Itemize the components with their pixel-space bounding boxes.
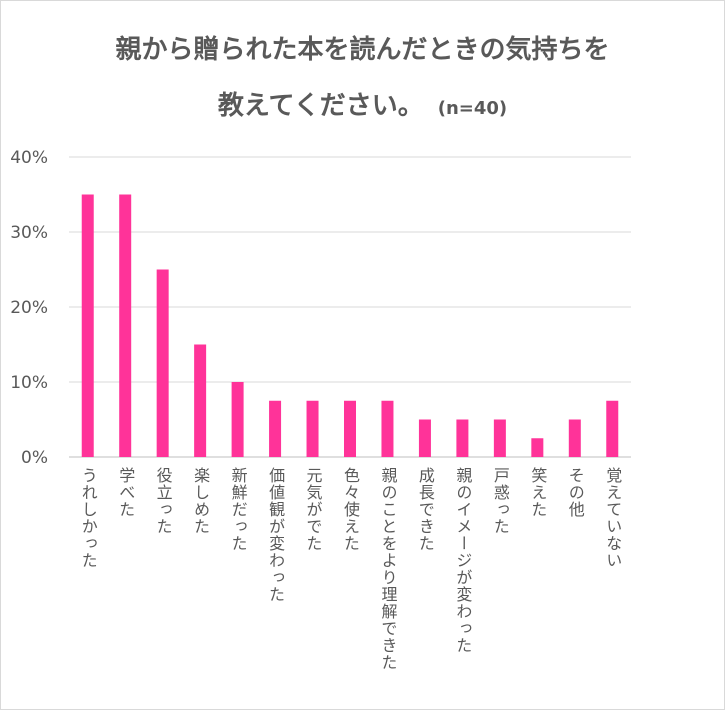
bar	[531, 438, 544, 457]
bar	[269, 400, 282, 457]
x-tick-label: 学べた	[116, 467, 136, 518]
x-tick-label: 元気がでた	[303, 467, 323, 552]
bar	[81, 194, 94, 457]
x-tick-label: 新鮮だった	[228, 467, 248, 552]
bar	[456, 419, 469, 457]
bar	[306, 400, 319, 457]
bar	[418, 419, 431, 457]
y-tick-label: 10%	[10, 373, 48, 393]
x-tick-label: 成長できた	[415, 467, 435, 552]
bar	[493, 419, 506, 457]
y-tick-label: 0%	[21, 448, 48, 468]
bar	[231, 382, 244, 457]
bar	[381, 400, 394, 457]
bar	[344, 400, 356, 457]
y-tick-label: 20%	[10, 298, 48, 318]
bar	[156, 269, 169, 457]
chart-title-line2: 教えてください。 (n=40)	[1, 85, 724, 122]
y-tick-label: 40%	[10, 148, 48, 168]
sample-size: (n=40)	[437, 98, 508, 119]
x-tick-label: 覚えていない	[603, 467, 623, 569]
chart-title-line1: 親から贈られた本を読んだときの気持ちを	[115, 35, 610, 65]
x-tick-label: 価値観が変わった	[266, 467, 286, 603]
x-tick-label: 戸惑った	[490, 467, 510, 535]
x-tick-label: 親のイメージが変わった	[453, 467, 473, 654]
x-tick-label: うれしかった	[78, 467, 98, 569]
bar	[606, 400, 619, 457]
x-tick-label: その他	[565, 467, 585, 518]
bar	[119, 194, 132, 457]
bar	[568, 419, 581, 457]
x-tick-label: 笑えた	[528, 467, 548, 518]
y-tick-label: 30%	[10, 223, 48, 243]
x-tick-label: 楽しめた	[191, 467, 211, 535]
x-tick-label: 役立った	[153, 467, 173, 535]
x-tick-label: 親のことをより理解できた	[378, 467, 398, 671]
bar	[194, 344, 207, 457]
x-tick-label: 色々使えた	[341, 467, 360, 552]
chart-title-line2-text: 教えてください。	[217, 91, 424, 121]
